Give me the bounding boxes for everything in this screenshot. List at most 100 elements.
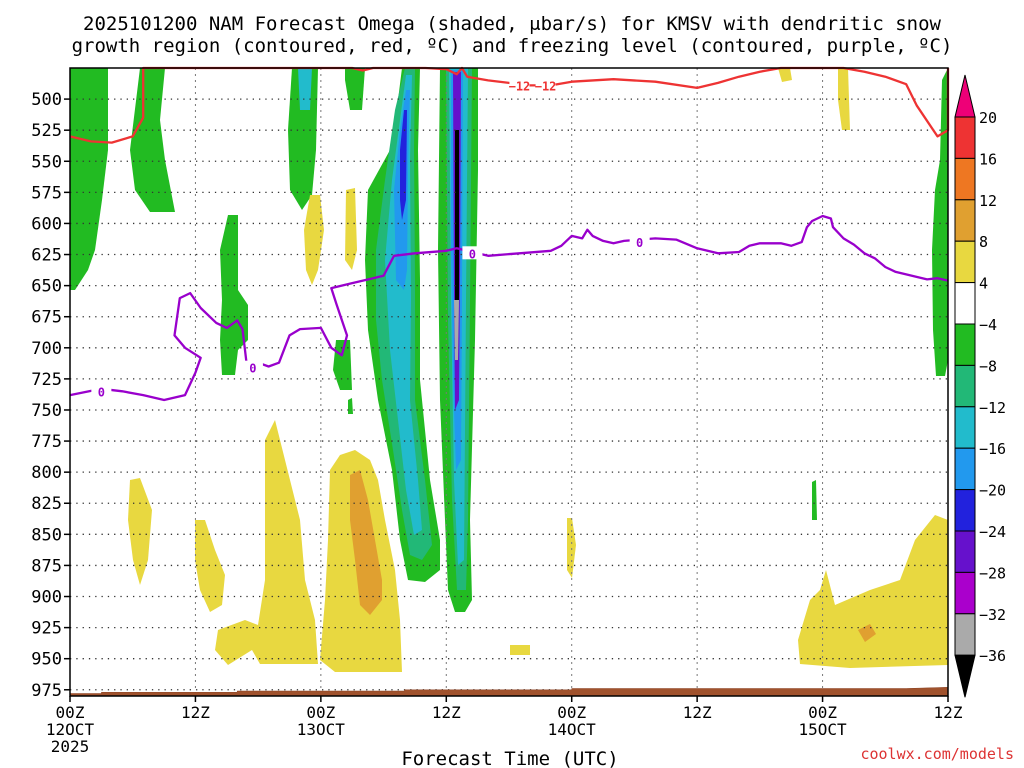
y-tick-label-14: 850 xyxy=(31,525,62,545)
chart-title-line2: growth region (contoured, red, ºC) and f… xyxy=(72,35,953,57)
x-tick-label-3: 12Z xyxy=(432,703,461,722)
omega-region-yellow-top2 xyxy=(838,68,850,130)
contour-label-0: −12 xyxy=(509,79,531,93)
colorbar-bin-3 xyxy=(954,199,976,242)
x-tick-label-7: 12Z xyxy=(934,703,963,722)
colorbar-label-2: 12 xyxy=(979,192,997,210)
omega-region-green-small1 xyxy=(348,398,353,414)
contour-label-5: −12 xyxy=(535,79,557,93)
y-tick-label-6: 650 xyxy=(31,277,62,297)
colorbar-label-0: 20 xyxy=(979,109,997,127)
colorbar-bin-12 xyxy=(954,571,976,615)
y-tick-label-11: 775 xyxy=(31,432,62,452)
contour-line-0 xyxy=(69,66,950,144)
terrain-fill xyxy=(69,687,949,697)
omega-region-yellow-small2 xyxy=(510,645,530,655)
colorbar-label-1: 16 xyxy=(979,150,997,168)
x-tick-label-5: 12Z xyxy=(683,703,712,722)
omega-region-green-col3 xyxy=(220,215,248,375)
omega-region-yellow-low-b xyxy=(195,520,225,612)
colorbar-bin-8 xyxy=(954,406,976,449)
omega-region-green-col2 xyxy=(130,68,175,212)
omega-region-green-small2 xyxy=(812,480,817,520)
colorbar-bin-10 xyxy=(954,489,976,532)
contour-label-bg-1 xyxy=(91,384,112,398)
colorbar-label-10: −24 xyxy=(979,523,1006,541)
colorbar-bin-13 xyxy=(954,613,976,656)
contour-label-bg-5 xyxy=(535,78,556,92)
contour-label-bg-2 xyxy=(242,360,263,374)
y-tick-label-8: 700 xyxy=(31,339,62,359)
contour-label-3: 0 xyxy=(469,247,476,261)
colorbar-label-8: −16 xyxy=(979,440,1006,458)
colorbar-label-4: 4 xyxy=(979,275,988,293)
y-tick-label-15: 875 xyxy=(31,556,62,576)
colorbar-bin-4 xyxy=(954,240,976,284)
y-tick-label-0: 500 xyxy=(31,90,62,110)
omega-region-black-core xyxy=(455,130,459,330)
colorbar-label-7: −12 xyxy=(979,399,1006,417)
contour-label-1: 0 xyxy=(98,385,105,399)
contour-label-2: 0 xyxy=(249,362,256,376)
y-tick-label-7: 675 xyxy=(31,308,62,328)
omega-region-green-right xyxy=(932,68,948,376)
colorbar-bin-1 xyxy=(954,116,976,159)
colorbar: 20 16 12 8 4 −4 −8 −12 −16 −20 −24 −28 −32 −36 xyxy=(954,74,1006,698)
contour-layer: −12 0 0 0 0 −12 xyxy=(69,66,950,402)
colorbar-bin-5 xyxy=(954,282,976,325)
omega-shading-layer xyxy=(70,68,948,672)
y-tick-label-2: 550 xyxy=(31,152,62,172)
credit-text: coolwx.com/models xyxy=(860,745,1014,763)
x-tick-label-4: 00Z xyxy=(557,703,586,722)
colorbar-bin-9 xyxy=(954,447,976,491)
y-tick-label-19: 975 xyxy=(31,681,62,701)
x-tick-label-0: 00Z xyxy=(56,703,85,722)
omega-region-orange-low-d xyxy=(350,470,382,615)
contour-label-bg-0 xyxy=(509,78,530,92)
omega-region-yellow-low-c xyxy=(215,420,318,665)
grid-lines xyxy=(69,68,949,696)
y-tick-label-16: 900 xyxy=(31,588,62,608)
contour-label-4: 0 xyxy=(636,236,643,250)
omega-region-gray-core xyxy=(454,300,459,360)
x-tick-label-2: 00Z xyxy=(306,703,335,722)
colorbar-label-9: −20 xyxy=(979,482,1006,500)
omega-region-yellow-col-b xyxy=(345,188,357,270)
y-tick-label-4: 600 xyxy=(31,214,62,234)
omega-region-green-topleft xyxy=(70,68,108,290)
x-date-label-0: 12OCT xyxy=(46,720,95,739)
x-axis-label: Forecast Time (UTC) xyxy=(401,748,618,768)
colorbar-label-5: −4 xyxy=(979,316,997,334)
x-date-label-6: 15OCT xyxy=(798,720,847,739)
omega-region-yellow-low-a xyxy=(128,478,152,585)
chart-title-line1: 2025101200 NAM Forecast Omega (shaded, μ… xyxy=(83,13,941,35)
terrain-layer xyxy=(69,687,949,697)
x-date-label-4: 14OCT xyxy=(548,720,597,739)
y-tick-label-17: 925 xyxy=(31,619,62,639)
omega-region-orange-low-e xyxy=(858,624,876,642)
colorbar-label-12: −32 xyxy=(979,606,1006,624)
contour-label-bg-4 xyxy=(629,235,650,249)
colorbar-arrow-bottom xyxy=(954,654,976,698)
omega-region-yellow-col-a xyxy=(304,195,324,285)
y-tick-label-13: 825 xyxy=(31,494,62,514)
x-tick-label-6: 00Z xyxy=(808,703,837,722)
omega-region-yellow-low-e xyxy=(798,515,948,668)
x-year-label-0: 2025 xyxy=(51,737,90,756)
colorbar-bin-2 xyxy=(954,157,976,201)
colorbar-bin-11 xyxy=(954,530,976,573)
colorbar-label-3: 8 xyxy=(979,233,988,251)
y-tick-label-9: 725 xyxy=(31,370,62,390)
colorbar-bin-6 xyxy=(954,323,976,366)
x-tick-label-1: 12Z xyxy=(181,703,210,722)
y-tick-label-10: 750 xyxy=(31,401,62,421)
colorbar-bin-7 xyxy=(954,364,976,408)
y-tick-label-1: 525 xyxy=(31,121,62,141)
colorbar-label-6: −8 xyxy=(979,357,997,375)
omega-region-green-col4 xyxy=(288,68,318,210)
plot-frame xyxy=(69,67,949,697)
y-tick-label-12: 800 xyxy=(31,463,62,483)
y-tick-label-18: 950 xyxy=(31,650,62,670)
